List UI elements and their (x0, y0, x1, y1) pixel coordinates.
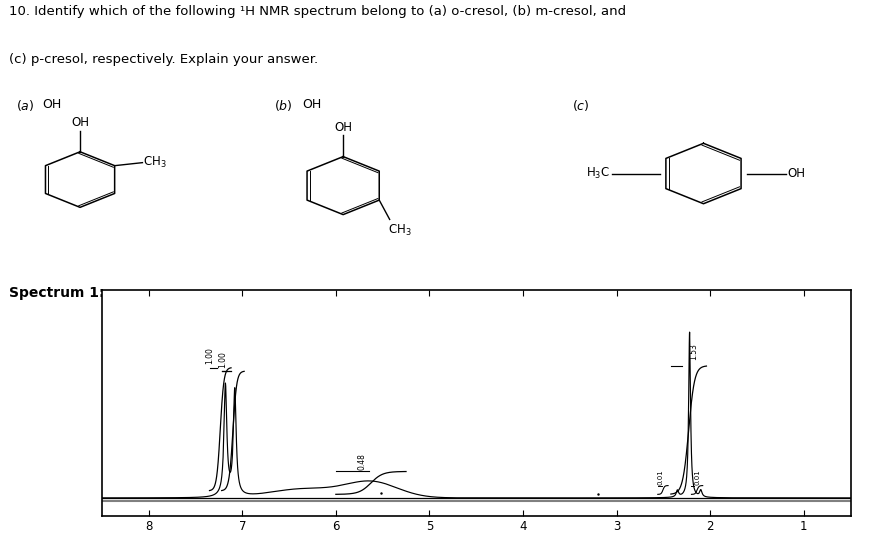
Text: OH: OH (42, 98, 61, 111)
Text: CH$_3$: CH$_3$ (388, 223, 412, 238)
Text: 0.48: 0.48 (358, 453, 367, 470)
Text: (c) p-cresol, respectively. Explain your answer.: (c) p-cresol, respectively. Explain your… (9, 53, 318, 66)
Text: H$_3$C: H$_3$C (587, 166, 610, 181)
Text: $\it{(b)}$: $\it{(b)}$ (274, 98, 292, 113)
Text: OH: OH (71, 117, 89, 129)
Text: $\it{(a)}$: $\it{(a)}$ (16, 98, 35, 113)
Text: OH: OH (334, 121, 352, 134)
Text: 10. Identify which of the following ¹H NMR spectrum belong to (a) o-cresol, (b) : 10. Identify which of the following ¹H N… (9, 5, 626, 18)
Text: 0.01: 0.01 (694, 469, 700, 485)
Text: $\it{(c)}$: $\it{(c)}$ (571, 98, 589, 113)
Text: 1.53: 1.53 (688, 344, 698, 360)
Text: 0.01: 0.01 (657, 469, 664, 485)
Text: 1.00: 1.00 (218, 351, 227, 367)
Text: OH: OH (788, 167, 805, 180)
Text: Spectrum 1:: Spectrum 1: (9, 286, 105, 300)
Text: OH: OH (302, 98, 322, 111)
Text: 1.00: 1.00 (205, 347, 214, 364)
Text: CH$_3$: CH$_3$ (144, 155, 167, 170)
